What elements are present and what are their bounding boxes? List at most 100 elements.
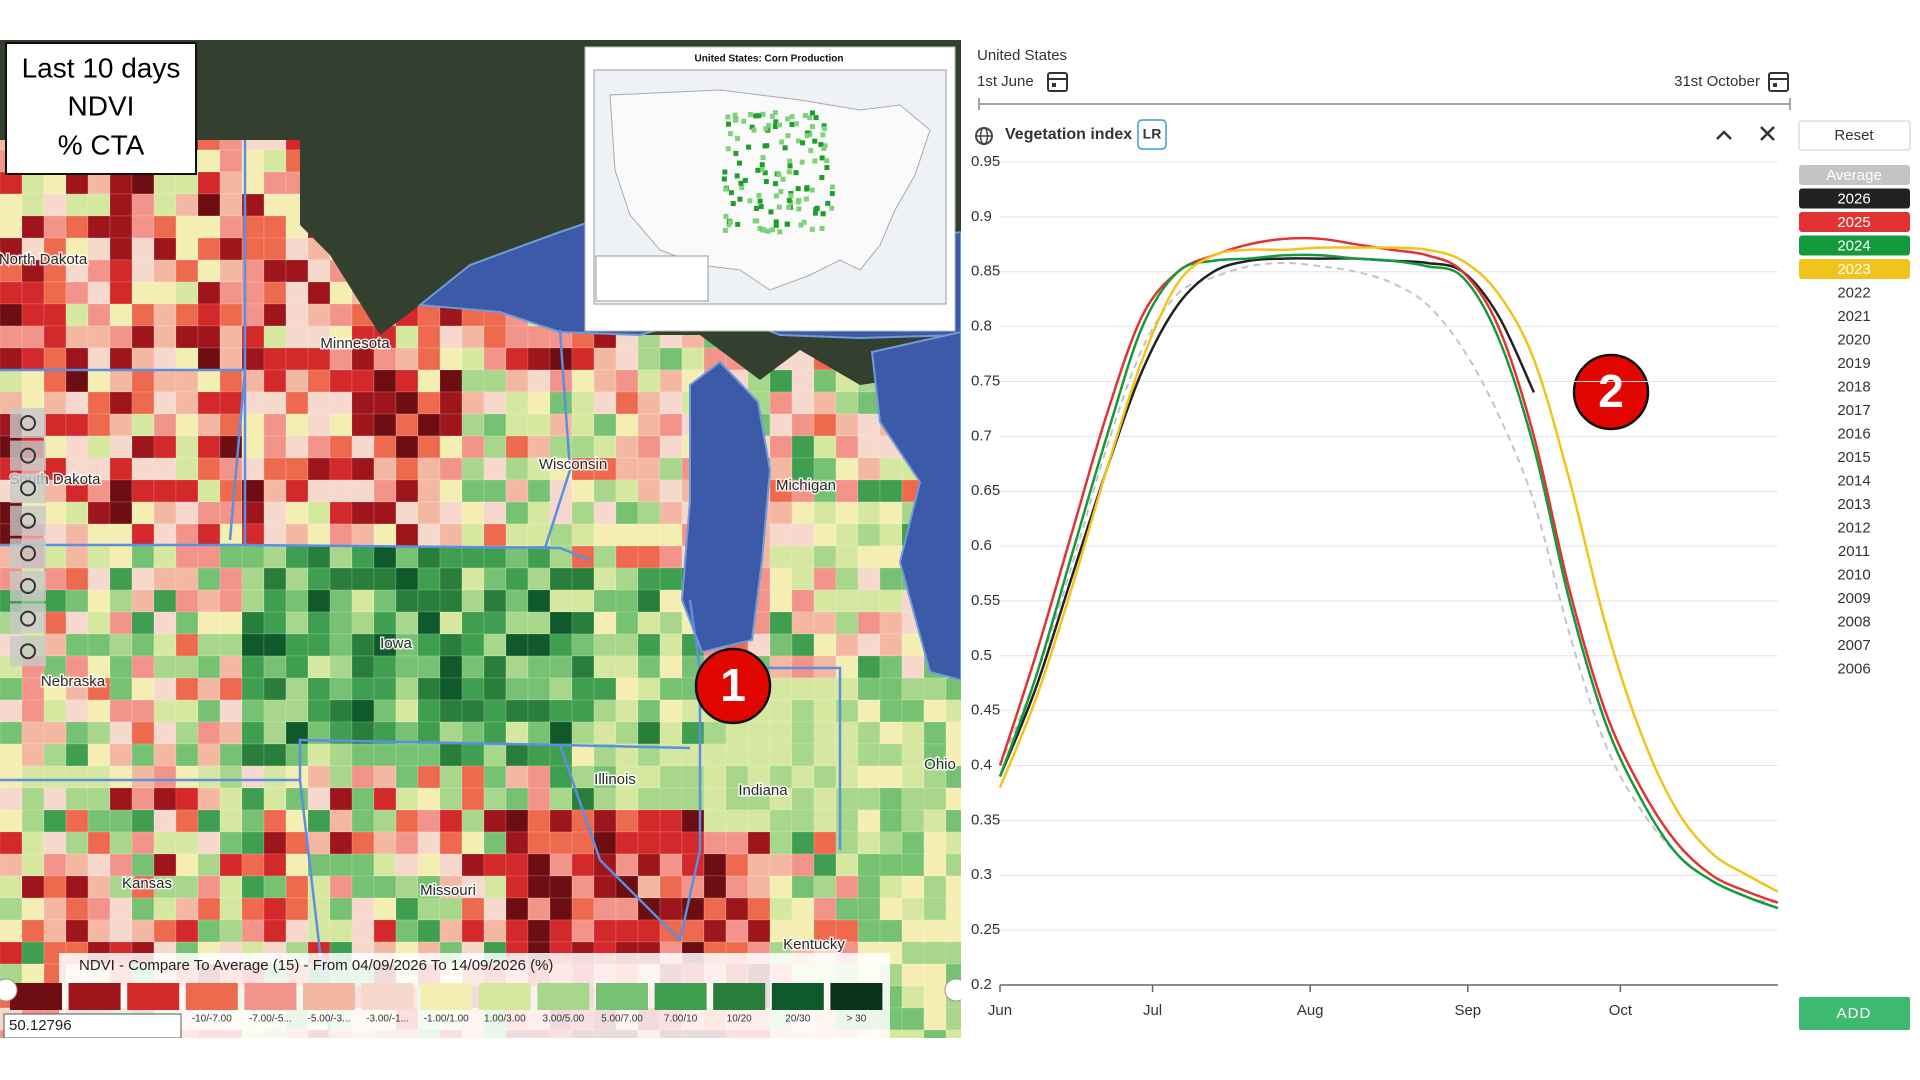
calendar-icon[interactable]: [1047, 72, 1068, 92]
county: [65, 413, 89, 437]
inset-dot: [824, 158, 830, 164]
county: [835, 897, 859, 921]
tool-button[interactable]: [10, 473, 46, 504]
badge: [694, 647, 772, 725]
tool-button[interactable]: [10, 505, 46, 536]
legend-label[interactable]: 2015: [1837, 449, 1870, 466]
county: [593, 347, 617, 371]
close-button[interactable]: [1760, 126, 1775, 141]
tool-button[interactable]: [10, 636, 46, 667]
legend-label[interactable]: 2009: [1837, 590, 1870, 607]
legend-label[interactable]: 2017: [1837, 402, 1870, 419]
county: [395, 677, 419, 701]
county: [43, 897, 67, 921]
pan-right[interactable]: [944, 978, 967, 1002]
county: [461, 765, 485, 789]
start-date[interactable]: 1st June: [977, 73, 1034, 90]
county: [769, 831, 793, 855]
county: [791, 369, 815, 393]
x-tick-label: Sep: [1454, 1002, 1481, 1019]
county: [219, 215, 243, 239]
legend-item[interactable]: [1799, 165, 1910, 185]
inset-dot: [737, 196, 743, 202]
inset-dot: [760, 111, 766, 117]
county: [109, 259, 133, 283]
county: [263, 655, 287, 679]
county: [637, 457, 661, 481]
county: [219, 765, 243, 789]
legend-label[interactable]: 2018: [1837, 378, 1870, 395]
county: [109, 523, 133, 547]
tool-button[interactable]: [10, 440, 46, 471]
legend-item[interactable]: [1799, 188, 1910, 209]
county: [593, 897, 617, 921]
county: [131, 193, 155, 217]
county: [109, 897, 133, 921]
county: [703, 853, 727, 877]
county: [945, 1029, 961, 1038]
tool-button[interactable]: [10, 571, 46, 601]
legend-item[interactable]: [1799, 235, 1910, 256]
legend-item[interactable]: [1799, 259, 1910, 279]
legend-label[interactable]: 2020: [1837, 331, 1870, 348]
tool-button[interactable]: [10, 538, 46, 569]
end-date[interactable]: 31st October: [1674, 73, 1760, 90]
county: [769, 545, 793, 569]
legend-label[interactable]: 2008: [1837, 613, 1870, 630]
method-box[interactable]: [1137, 119, 1167, 150]
legend-label[interactable]: 2011: [1838, 543, 1870, 560]
county: [351, 633, 375, 657]
county: [417, 391, 441, 415]
county: [175, 787, 199, 811]
reset-button[interactable]: [1798, 120, 1911, 151]
county: [549, 831, 573, 855]
county: [219, 369, 243, 393]
inset-dot: [725, 114, 731, 120]
inset-dot: [824, 165, 830, 171]
county: [65, 611, 89, 635]
county: [197, 853, 221, 877]
inset-dot: [819, 155, 825, 161]
county: [593, 435, 617, 459]
legend-label[interactable]: 2014: [1837, 472, 1870, 489]
legend-label[interactable]: 2016: [1837, 425, 1870, 442]
county: [109, 413, 133, 437]
county: [329, 391, 353, 415]
legend-label[interactable]: 2013: [1837, 496, 1870, 513]
county: [329, 677, 353, 701]
county: [285, 897, 309, 921]
pan-left[interactable]: [0, 978, 18, 1002]
county: [175, 435, 199, 459]
county: [197, 699, 221, 723]
county: [813, 699, 837, 723]
county: [439, 699, 463, 723]
legend-label[interactable]: 2006: [1837, 660, 1870, 677]
county: [21, 369, 45, 393]
legend-label[interactable]: 2010: [1837, 566, 1870, 583]
county: [461, 743, 485, 767]
legend-label[interactable]: 2021: [1837, 308, 1870, 325]
county: [219, 655, 243, 679]
county: [813, 589, 837, 613]
legend-item[interactable]: [1799, 212, 1910, 232]
legend-label[interactable]: 2022: [1837, 284, 1870, 301]
county: [703, 897, 727, 921]
tool-button[interactable]: [10, 603, 46, 634]
county: [439, 567, 463, 591]
add-button[interactable]: [1799, 997, 1910, 1030]
legend-label[interactable]: 2012: [1837, 519, 1870, 536]
county: [219, 743, 243, 767]
inset-dot: [756, 113, 762, 119]
county: [131, 589, 155, 613]
legend-label[interactable]: 2019: [1837, 355, 1870, 372]
inset-dot: [723, 186, 729, 192]
county: [417, 347, 441, 371]
county: [923, 985, 947, 1009]
county: [725, 853, 749, 877]
calendar-icon[interactable]: [1768, 72, 1789, 92]
tool-button[interactable]: [10, 408, 46, 438]
collapse-button[interactable]: [1716, 130, 1732, 140]
county: [0, 171, 23, 195]
legend-label[interactable]: 2007: [1837, 637, 1870, 654]
